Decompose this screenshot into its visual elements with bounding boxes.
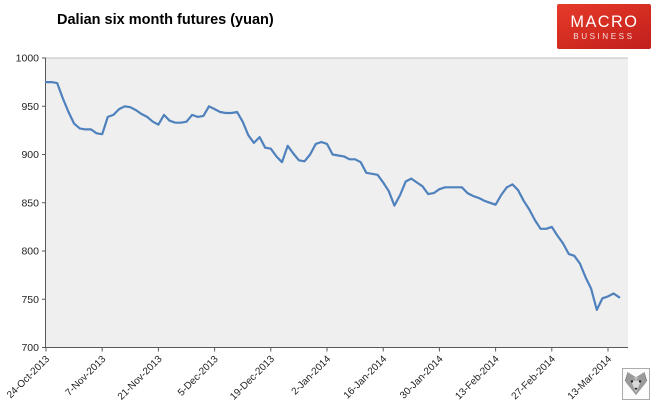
plot-area xyxy=(46,58,628,348)
y-tick-label: 750 xyxy=(21,294,39,306)
wolf-head-glyph xyxy=(624,372,648,396)
wolf-logo-icon xyxy=(622,368,650,400)
y-tick-label: 1000 xyxy=(16,53,40,65)
x-tick-label: 19-Dec-2013 xyxy=(228,354,277,403)
price-line xyxy=(44,80,621,311)
y-tick-label: 850 xyxy=(21,197,39,209)
y-tick-label: 700 xyxy=(21,342,39,354)
x-tick-label: 30-Jan-2014 xyxy=(398,354,446,402)
logo-text-business: BUSINESS xyxy=(573,30,635,41)
y-tick-label: 800 xyxy=(21,246,39,258)
x-tick-label: 21-Nov-2013 xyxy=(116,354,165,403)
x-tick-label: 24-Oct-2013 xyxy=(5,354,52,401)
logo-text-macro: MACRO xyxy=(570,11,638,31)
x-tick-label: 16-Jan-2014 xyxy=(342,354,390,402)
x-tick-label: 7-Nov-2013 xyxy=(64,354,109,399)
y-tick-label: 950 xyxy=(21,101,39,113)
x-tick-label: 5-Dec-2013 xyxy=(176,354,221,399)
x-tick-label: 13-Feb-2014 xyxy=(453,354,502,403)
x-tick-label: 27-Feb-2014 xyxy=(510,354,559,403)
y-tick-label: 900 xyxy=(21,149,39,161)
x-tick-label: 2-Jan-2014 xyxy=(290,354,334,398)
x-tick-label: 13-Mar-2014 xyxy=(566,354,615,403)
macrobusiness-logo: MACRO BUSINESS xyxy=(557,4,651,49)
chart-title: Dalian six month futures (yuan) xyxy=(57,12,274,28)
